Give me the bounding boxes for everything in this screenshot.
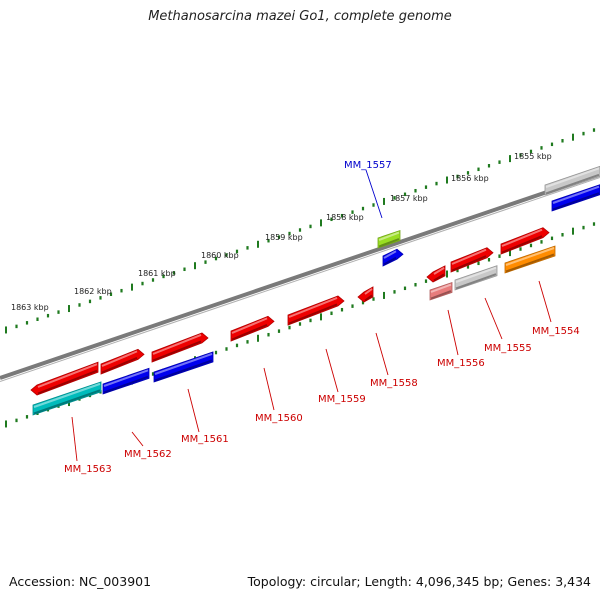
gene-1554-highlight [505, 247, 555, 266]
gene-label-mm-1554[interactable]: MM_1554 [532, 326, 580, 337]
kbp-label: 1863 kbp [11, 303, 49, 312]
cds-1561-top-shadow [152, 340, 202, 362]
leader-mm-1557 [365, 169, 383, 219]
cds-1557-highlight [383, 250, 397, 259]
cds-1555-1554-top-shadow [501, 235, 543, 254]
gene-1553-grey-shadow [545, 173, 600, 195]
gene-1556-shadow [430, 290, 452, 300]
leader-mm-1560 [263, 367, 275, 411]
kbp-label: 1856 kbp [451, 174, 489, 183]
gene-1556-highlight [430, 283, 452, 293]
cds-1555-top-shadow [451, 255, 487, 272]
gene-label-mm-1563[interactable]: MM_1563 [64, 464, 112, 475]
kbp-label: 1860 kbp [201, 251, 239, 260]
cds-1555-1554-top-highlight [501, 228, 543, 247]
backbone-highlight [0, 177, 600, 382]
leader-mm-1558 [375, 332, 389, 376]
kbp-label: 1862 kbp [74, 287, 112, 296]
cds-1558-highlight [364, 288, 373, 295]
cds-1560-shadow [231, 323, 268, 341]
cds-1559-shadow [288, 303, 338, 325]
gene-1553-grey-highlight [545, 167, 600, 188]
leader-mm-1556 [447, 309, 459, 356]
leader-mm-1555 [484, 297, 503, 340]
kbp-label: 1857 kbp [390, 194, 428, 203]
cds-1561-top-highlight [152, 334, 202, 355]
cds-1557-shadow [383, 256, 397, 266]
cds-1560-highlight [231, 317, 268, 334]
cds-1559-highlight [288, 297, 338, 318]
gene-label-mm-1555[interactable]: MM_1555 [484, 343, 532, 354]
gene-label-mm-1559[interactable]: MM_1559 [318, 394, 366, 405]
gene-1563-shadow [33, 389, 101, 415]
cds-1562-top-shadow [101, 356, 138, 374]
backbone-inner [0, 172, 600, 380]
gene-1557-highlight [378, 231, 400, 241]
kbp-label: 1859 kbp [265, 233, 303, 242]
gene-1562-shadow [103, 375, 149, 394]
kbp-label: 1858 kbp [326, 213, 364, 222]
gene-1561-highlight [154, 352, 213, 375]
leader-mm-1562 [131, 431, 144, 447]
cds-1562-top-highlight [101, 350, 138, 367]
gene-1557-shadow [378, 238, 400, 248]
leader-mm-1559 [325, 348, 339, 393]
kbp-label: 1861 kbp [138, 269, 176, 278]
gene-label-mm-1561[interactable]: MM_1561 [181, 434, 229, 445]
gene-1563-highlight [33, 382, 101, 408]
gene-label-mm-1560[interactable]: MM_1560 [255, 413, 303, 424]
gene-1553-blue-highlight [552, 185, 600, 204]
gene-1562-highlight [103, 369, 149, 387]
accession-text: Accession: NC_003901 [9, 574, 152, 589]
gene-label-mm-1556[interactable]: MM_1556 [437, 358, 485, 369]
cds-1556-top-highlight [433, 267, 445, 275]
cds-1563-top-shadow [37, 369, 98, 395]
gene-label-mm-1558[interactable]: MM_1558 [370, 378, 418, 389]
leader-mm-1554 [538, 280, 552, 323]
gene-1555-shadow [455, 273, 497, 290]
leader-mm-1563 [71, 416, 78, 462]
gene-1553-blue-shadow [552, 192, 600, 211]
kbp-label: 1855 kbp [514, 152, 552, 161]
cds-1558-shadow [364, 294, 373, 302]
cds-1556-top-shadow [433, 273, 445, 282]
gene-1555-highlight [455, 266, 497, 283]
leader-mm-1561 [187, 388, 200, 433]
gene-1561-shadow [154, 359, 213, 382]
cds-1555-top-highlight [451, 248, 487, 265]
genome-summary: Topology: circular; Length: 4,096,345 bp… [247, 574, 591, 589]
cds-1563-top-highlight [37, 363, 98, 388]
gene-label-mm-1562[interactable]: MM_1562 [124, 449, 172, 460]
map-title: Methanosarcina mazei Go1, complete genom… [148, 9, 452, 24]
gene-label-mm-1557[interactable]: MM_1557 [344, 160, 392, 171]
gene-1554-shadow [505, 253, 555, 273]
